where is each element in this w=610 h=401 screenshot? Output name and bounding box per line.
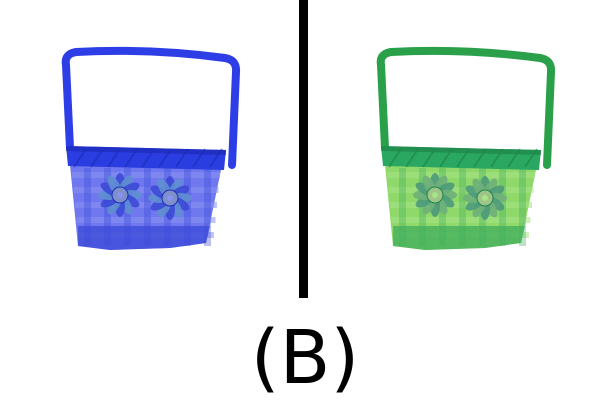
- rim-weave-line: [422, 148, 436, 168]
- rim-weave-line: [456, 148, 470, 168]
- weave-strip: [391, 217, 531, 223]
- rim-weave-line: [439, 148, 453, 168]
- vertical-divider: [299, 0, 308, 298]
- rim-weave-line: [124, 148, 138, 168]
- rim-weave-line: [158, 148, 172, 168]
- green-basket-image: [376, 46, 556, 250]
- weave-strip: [75, 202, 217, 208]
- basket-handle: [61, 46, 241, 169]
- weave-post: [519, 168, 526, 246]
- rim-weave-line: [73, 148, 87, 168]
- rim-weave-line: [192, 148, 206, 168]
- rim-weave-line: [388, 148, 402, 168]
- flower-button-hole: [482, 195, 488, 201]
- flower-decoration-left: [98, 173, 142, 217]
- weave-post: [399, 168, 406, 246]
- rim-weave-line: [473, 148, 487, 168]
- flower-button-hole: [167, 195, 173, 201]
- rim-weave-line: [141, 148, 155, 168]
- weave-strip: [387, 172, 535, 178]
- rim-weave-line: [90, 148, 104, 168]
- basket: [376, 46, 556, 250]
- weave-post: [204, 168, 211, 246]
- weave-strip: [72, 172, 220, 178]
- blue-basket-image: [61, 46, 241, 250]
- weave-strip: [388, 187, 534, 193]
- left-panel-blue-basket: [0, 0, 290, 300]
- rim-weave-line: [107, 148, 121, 168]
- panel-caption: (B): [250, 315, 360, 401]
- basket-bottom-band: [78, 226, 210, 250]
- flower-decoration-right: [148, 176, 192, 220]
- flower-decoration-left: [413, 173, 457, 217]
- rim-weave-line: [405, 148, 419, 168]
- weave-post: [459, 168, 466, 246]
- flower-button-hole: [117, 192, 123, 198]
- basket: [61, 46, 241, 250]
- right-panel-green-basket: [315, 0, 605, 300]
- rim-weave-line: [209, 148, 223, 168]
- flower-button-hole: [432, 192, 438, 198]
- rim-weave-line: [524, 148, 538, 168]
- weave-post: [84, 168, 91, 246]
- rim-weave-line: [507, 148, 521, 168]
- rim-weave-line: [490, 148, 504, 168]
- rim-weave-line: [175, 148, 189, 168]
- rim-weave: [73, 148, 223, 168]
- weave-strip: [73, 187, 219, 193]
- weave-strip: [390, 202, 532, 208]
- flower-decoration-right: [463, 176, 507, 220]
- weave-post: [144, 168, 151, 246]
- basket-bottom-band: [393, 226, 525, 250]
- weave-strip: [76, 217, 216, 223]
- rim-weave: [388, 148, 538, 168]
- basket-handle: [376, 46, 556, 169]
